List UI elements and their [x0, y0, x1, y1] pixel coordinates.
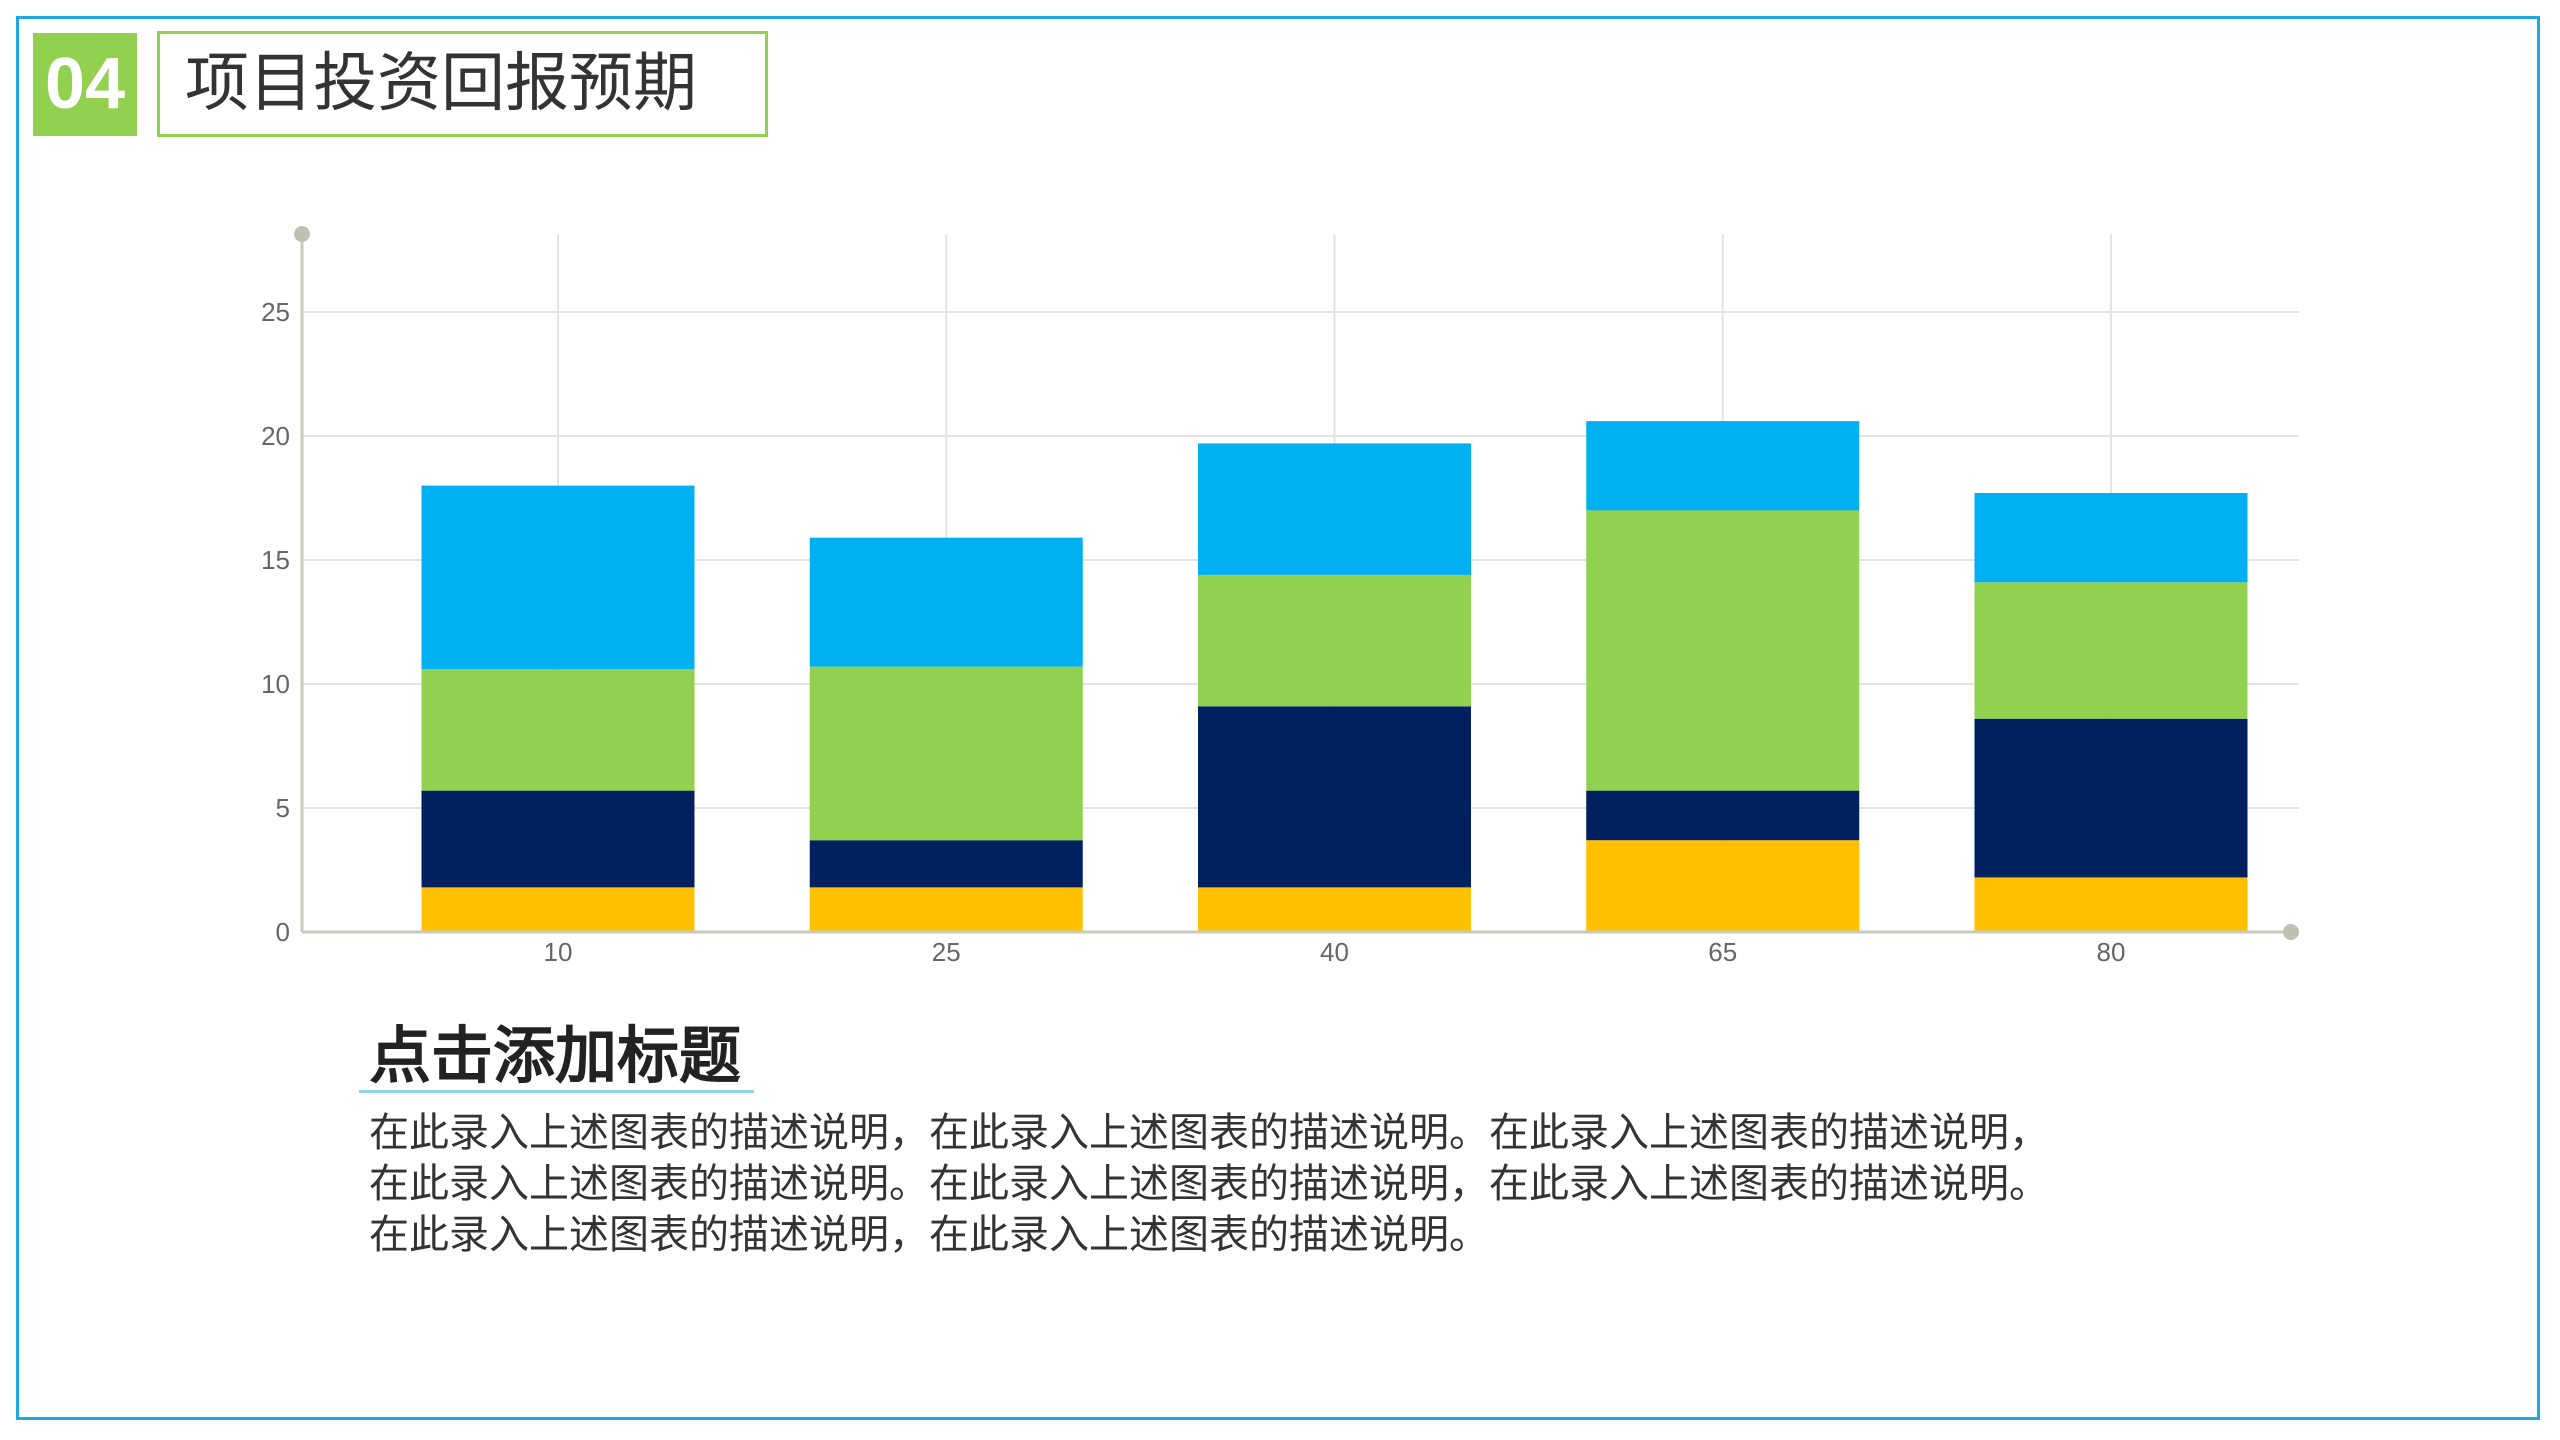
- bar-segment-1: [809, 840, 1083, 888]
- description: 在此录入上述图表的描述说明，在此录入上述图表的描述说明。 在此录入上述图表的描述说…: [369, 1108, 2049, 1261]
- bar-segment-2: [809, 666, 1083, 841]
- description-line: 在此录入上述图表的描述说明。在此录入上述图表的描述说明，在此录入上述图表的描述说…: [369, 1161, 2049, 1207]
- heading-underline: [359, 1090, 754, 1093]
- bar-segment-2: [1586, 510, 1860, 791]
- section-heading: 点击添加标题: [369, 1019, 742, 1092]
- y-tick-label: 0: [276, 917, 290, 947]
- y-tick-label: 20: [261, 421, 290, 451]
- bar-segment-0: [1198, 887, 1471, 932]
- bar-segment-1: [1586, 790, 1860, 841]
- description-line: 在此录入上述图表的描述说明，在此录入上述图表的描述说明。在此录入上述图表的描述说…: [369, 1110, 2049, 1156]
- page-title: 项目投资回报预期: [185, 47, 697, 121]
- y-tick-label: 15: [261, 545, 290, 575]
- bar-segment-0: [421, 887, 695, 932]
- bar-segment-1: [421, 790, 695, 888]
- bar-segment-3: [1198, 443, 1471, 575]
- bar-segment-3: [1586, 421, 1860, 511]
- section-number-badge: 04: [33, 33, 137, 136]
- title-box: 项目投资回报预期: [157, 31, 768, 137]
- y-tick-label: 5: [276, 793, 290, 823]
- x-tick-label: 10: [544, 937, 573, 967]
- bar-segment-0: [1586, 840, 1860, 932]
- x-tick-label: 65: [1708, 937, 1737, 967]
- x-tick-label: 80: [2097, 937, 2126, 967]
- description-line: 在此录入上述图表的描述说明，在此录入上述图表的描述说明。: [369, 1212, 1489, 1258]
- bar-segment-2: [1198, 574, 1471, 707]
- x-tick-label: 40: [1320, 937, 1349, 967]
- bar-segment-0: [809, 887, 1083, 932]
- y-axis-end-dot: [294, 226, 310, 242]
- bar-segment-2: [1974, 582, 2248, 719]
- bar-segment-1: [1198, 706, 1471, 888]
- bar-segment-2: [421, 669, 695, 791]
- y-tick-label: 25: [261, 297, 290, 327]
- slide-frame: [16, 16, 2540, 1420]
- bar-segment-3: [1974, 493, 2248, 583]
- x-axis-end-dot: [2283, 924, 2299, 940]
- bar-segment-0: [1974, 877, 2248, 932]
- bar-segment-3: [809, 537, 1083, 667]
- y-tick-label: 10: [261, 669, 290, 699]
- bar-segment-3: [421, 485, 695, 670]
- bar-segment-1: [1974, 718, 2248, 878]
- x-tick-label: 25: [932, 937, 961, 967]
- stacked-bar-chart: 0 5 10 15 20 25 10 25 40 65 80: [261, 226, 2299, 967]
